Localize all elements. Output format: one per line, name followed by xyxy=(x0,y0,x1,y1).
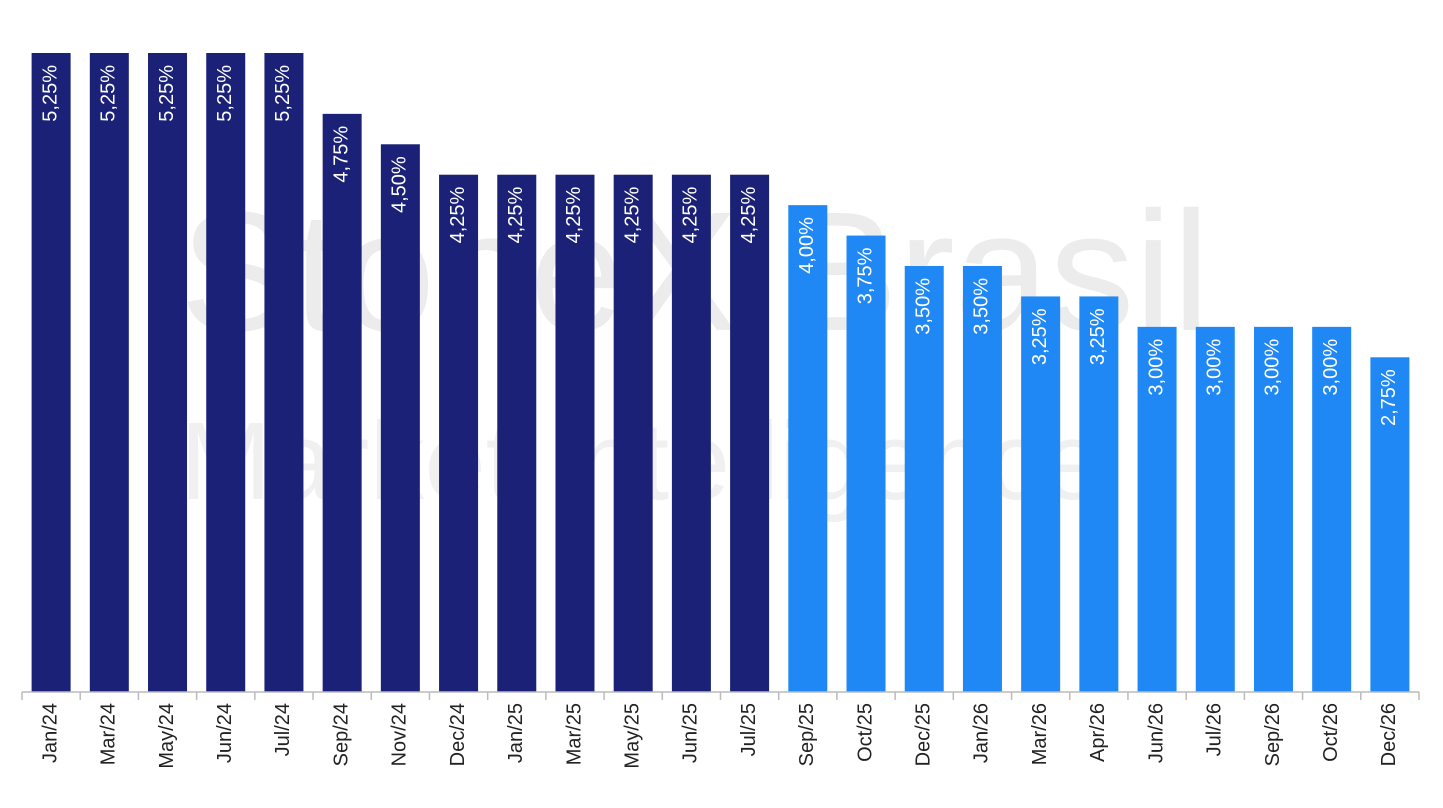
bar xyxy=(206,53,246,692)
bar xyxy=(380,144,420,693)
bar xyxy=(613,174,653,692)
bar xyxy=(555,174,595,692)
bar xyxy=(1079,296,1119,692)
x-tick-label: Jan/26 xyxy=(971,703,993,763)
value-label: 4,25% xyxy=(447,187,469,244)
x-tick-label: Sep/25 xyxy=(796,703,818,766)
bar xyxy=(846,235,886,693)
bar xyxy=(1312,326,1352,692)
x-tick-label: Jun/26 xyxy=(1145,703,1167,763)
value-label: 5,25% xyxy=(98,65,120,122)
x-tick-label: Mar/24 xyxy=(98,703,120,765)
x-tick-label: May/25 xyxy=(621,703,643,769)
x-tick-label: Jun/25 xyxy=(680,703,702,763)
bar xyxy=(904,266,944,692)
x-tick-label: Jan/24 xyxy=(39,703,61,763)
x-tick-label: Nov/24 xyxy=(389,703,411,766)
bar xyxy=(1021,296,1061,692)
x-tick-label: Jan/25 xyxy=(505,703,527,763)
x-tick-label: Oct/25 xyxy=(854,703,876,762)
x-tick-label: Apr/26 xyxy=(1087,703,1109,762)
x-tick-label: Jul/25 xyxy=(738,703,760,756)
x-tick-label: Dec/25 xyxy=(913,703,935,766)
value-label: 3,00% xyxy=(1204,339,1226,396)
bar xyxy=(497,174,537,692)
value-label: 3,00% xyxy=(1262,339,1284,396)
bar xyxy=(1195,326,1235,692)
x-tick-label: Dec/26 xyxy=(1378,703,1400,766)
value-label: 3,50% xyxy=(971,278,993,335)
x-tick-label: Mar/26 xyxy=(1029,703,1051,765)
bar xyxy=(671,174,711,692)
value-label: 3,25% xyxy=(1029,308,1051,365)
value-label: 5,25% xyxy=(39,65,61,122)
x-tick-label: Oct/26 xyxy=(1320,703,1342,762)
value-label: 5,25% xyxy=(156,65,178,122)
value-label: 4,25% xyxy=(563,187,585,244)
bar xyxy=(1370,357,1410,692)
value-label: 3,00% xyxy=(1145,339,1167,396)
x-tick-label: May/24 xyxy=(156,703,178,769)
value-label: 3,75% xyxy=(854,247,876,304)
bar xyxy=(89,53,129,692)
value-label: 3,00% xyxy=(1320,339,1342,396)
value-label: 4,25% xyxy=(621,187,643,244)
value-label: 2,75% xyxy=(1378,369,1400,426)
x-tick-label: Jul/24 xyxy=(272,703,294,756)
value-label: 3,25% xyxy=(1087,308,1109,365)
x-tick-label: Dec/24 xyxy=(447,703,469,766)
x-tick-label: Jul/26 xyxy=(1204,703,1226,756)
value-label: 3,50% xyxy=(913,278,935,335)
value-label: 4,25% xyxy=(505,187,527,244)
bar xyxy=(439,174,479,692)
bar xyxy=(1137,326,1177,692)
bar xyxy=(1253,326,1293,692)
x-tick-label: Jun/24 xyxy=(214,703,236,763)
bar xyxy=(788,205,828,692)
bar xyxy=(31,53,71,692)
value-label: 4,25% xyxy=(680,187,702,244)
value-label: 5,25% xyxy=(214,65,236,122)
value-label: 4,25% xyxy=(738,187,760,244)
value-label: 4,75% xyxy=(330,126,352,183)
value-label: 5,25% xyxy=(272,65,294,122)
bar xyxy=(322,113,362,693)
x-tick-label: Sep/26 xyxy=(1262,703,1284,766)
bar xyxy=(148,53,188,692)
value-label: 4,50% xyxy=(389,156,411,213)
x-tick-label: Sep/24 xyxy=(330,703,352,766)
bar xyxy=(264,53,304,692)
bar xyxy=(730,174,770,692)
bar xyxy=(962,266,1002,692)
x-tick-label: Mar/25 xyxy=(563,703,585,765)
value-label: 4,00% xyxy=(796,217,818,274)
